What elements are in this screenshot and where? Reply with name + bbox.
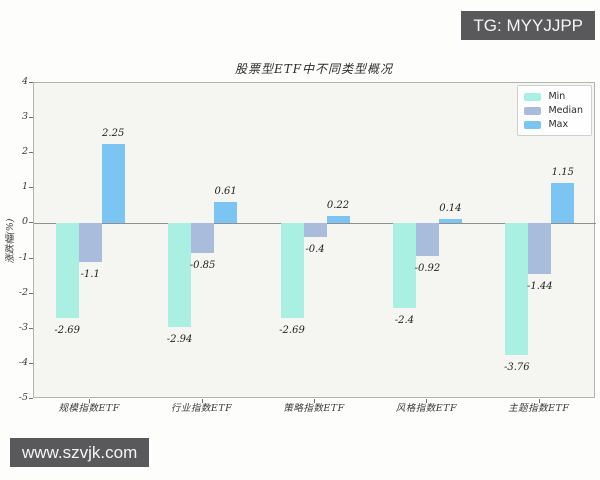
x-tick-label: 行业指数ETF	[170, 403, 233, 414]
y-tick-mark	[29, 82, 33, 83]
bar-value-label: 2.25	[102, 128, 125, 140]
y-tick-label: 4	[21, 76, 28, 87]
bar-max-2	[326, 215, 350, 224]
y-tick-label: -1	[18, 251, 28, 263]
bar-max-3	[438, 218, 462, 224]
bar-max-0	[101, 144, 125, 224]
x-tick-label: 风格指数ETF	[395, 403, 458, 414]
bar-median-2	[303, 223, 327, 238]
bar-min-4	[505, 223, 529, 356]
bar-value-label: -0.85	[189, 260, 216, 272]
legend-item-min: Min	[524, 91, 583, 102]
bar-value-label: 0.14	[439, 202, 462, 214]
y-tick-mark	[29, 362, 33, 364]
plot-area: Min Median Max -2.69 -1.1 2.25 -2.94 -0.85 0.61…	[33, 82, 596, 398]
y-tick-mark	[29, 152, 33, 154]
bar-value-label: 0.22	[326, 199, 350, 211]
y-tick-label: -4	[18, 356, 28, 368]
bar-value-label: 1.15	[551, 167, 574, 179]
y-tick-mark	[29, 187, 33, 189]
chart-legend: Min Median Max	[517, 85, 592, 136]
bar-min-1	[168, 223, 192, 327]
y-tick-label: -3	[18, 321, 28, 333]
bar-value-label: -2.69	[279, 324, 305, 336]
y-tick-mark	[29, 257, 33, 259]
y-tick-mark	[29, 117, 33, 119]
legend-label: Median	[548, 105, 583, 116]
bar-value-label: -1.44	[526, 281, 553, 292]
x-tick-mark	[538, 399, 540, 403]
bar-value-label: 0.61	[214, 186, 237, 198]
y-tick-mark	[29, 327, 33, 329]
bar-min-0	[55, 223, 79, 318]
y-tick-mark	[29, 398, 33, 399]
x-tick-label: 策略指数ETF	[283, 403, 345, 414]
legend-swatch-max	[524, 120, 542, 129]
legend-swatch-min	[524, 92, 542, 101]
website-watermark-badge: www.szvjk.com	[10, 438, 150, 467]
y-tick-label: 0	[21, 216, 28, 228]
bar-value-label: -2.4	[394, 314, 415, 326]
chart-title: 股票型ETF中不同类型概况	[234, 62, 394, 76]
legend-swatch-median	[524, 106, 542, 115]
legend-item-median: Median	[524, 105, 583, 116]
bar-min-3	[392, 223, 416, 308]
y-tick-mark	[29, 222, 33, 224]
y-tick-label: 2	[21, 146, 28, 158]
bar-value-label: -0.4	[305, 244, 325, 256]
legend-item-max: Max	[524, 119, 583, 130]
legend-label: Min	[548, 91, 566, 102]
bar-value-label: -2.69	[54, 324, 81, 336]
telegram-watermark-badge: TG: MYYJJPP	[461, 11, 595, 40]
x-tick-mark	[89, 399, 91, 403]
y-tick-label: 1	[21, 181, 28, 193]
bar-value-label: -1.1	[80, 269, 100, 281]
bar-value-label: -0.92	[414, 262, 441, 274]
bar-median-1	[191, 223, 215, 254]
bar-value-label: -3.76	[503, 362, 530, 374]
bar-median-3	[415, 223, 439, 256]
x-tick-mark	[426, 399, 428, 403]
bar-median-4	[528, 223, 552, 274]
x-tick-mark	[314, 399, 315, 403]
bar-max-1	[214, 202, 238, 224]
x-tick-label: 规模指数ETF	[58, 403, 120, 414]
y-tick-mark	[29, 292, 33, 294]
x-tick-label: 主题指数ETF	[508, 403, 570, 414]
y-tick-label: 3	[21, 111, 28, 123]
legend-label: Max	[548, 119, 569, 130]
bar-max-4	[551, 183, 575, 224]
y-tick-label: -5	[18, 392, 28, 403]
bar-min-2	[280, 223, 304, 318]
x-tick-mark	[201, 399, 203, 403]
bar-median-0	[78, 223, 102, 263]
y-tick-label: -2	[18, 286, 28, 298]
bar-value-label: -2.94	[166, 333, 193, 345]
